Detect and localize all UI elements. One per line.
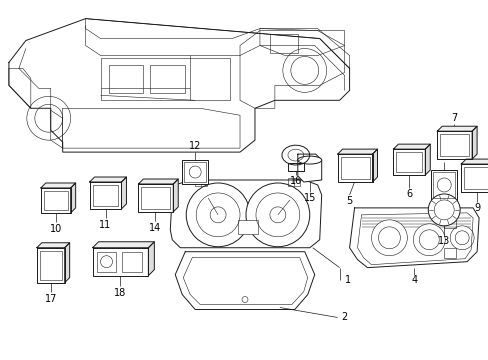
Bar	[101, 58, 229, 100]
Polygon shape	[393, 144, 429, 149]
Bar	[432, 172, 454, 198]
Bar	[44, 191, 67, 210]
Polygon shape	[393, 149, 425, 175]
Polygon shape	[337, 154, 372, 182]
Text: 6: 6	[406, 189, 411, 199]
Circle shape	[371, 220, 407, 256]
Polygon shape	[37, 243, 69, 248]
Text: 8: 8	[440, 151, 447, 161]
Circle shape	[245, 183, 309, 247]
Bar	[182, 160, 208, 184]
Text: 18: 18	[114, 288, 126, 298]
Text: 7: 7	[450, 113, 456, 123]
Polygon shape	[64, 243, 69, 283]
Polygon shape	[287, 163, 303, 171]
Circle shape	[449, 226, 473, 250]
Bar	[269, 33, 297, 54]
Text: 2: 2	[341, 312, 347, 323]
Circle shape	[427, 194, 459, 226]
Polygon shape	[41, 188, 71, 213]
Polygon shape	[121, 177, 126, 209]
Polygon shape	[138, 184, 173, 212]
Ellipse shape	[297, 156, 321, 164]
Polygon shape	[71, 183, 76, 213]
Polygon shape	[170, 180, 321, 248]
Bar	[150, 66, 185, 93]
Polygon shape	[349, 208, 478, 268]
Polygon shape	[173, 179, 178, 212]
Text: 11: 11	[99, 220, 111, 230]
Polygon shape	[460, 164, 488, 192]
Polygon shape	[175, 252, 314, 310]
Text: 13: 13	[437, 236, 449, 246]
Text: 14: 14	[149, 223, 161, 233]
Polygon shape	[337, 149, 377, 154]
Polygon shape	[37, 248, 64, 283]
Polygon shape	[89, 182, 121, 209]
Bar	[443, 218, 455, 228]
Text: 4: 4	[410, 275, 417, 285]
Bar	[96, 252, 116, 272]
Bar	[195, 178, 207, 186]
Text: 12: 12	[189, 141, 201, 151]
Polygon shape	[297, 154, 321, 182]
Polygon shape	[138, 179, 178, 184]
Text: 15: 15	[303, 193, 315, 203]
Polygon shape	[148, 242, 154, 276]
Polygon shape	[436, 131, 471, 159]
Text: 17: 17	[44, 293, 57, 303]
Text: 16: 16	[289, 176, 301, 186]
Bar	[122, 252, 142, 272]
Bar	[92, 185, 118, 206]
Bar	[340, 157, 369, 179]
Text: 1: 1	[344, 275, 350, 285]
Polygon shape	[471, 126, 476, 159]
Bar	[430, 170, 456, 200]
Polygon shape	[41, 183, 76, 188]
Polygon shape	[372, 149, 377, 182]
Bar	[287, 178, 299, 186]
Polygon shape	[92, 242, 154, 248]
Bar	[141, 187, 170, 209]
Text: 5: 5	[346, 196, 352, 206]
Bar	[463, 167, 488, 189]
Circle shape	[412, 224, 444, 256]
Polygon shape	[282, 145, 309, 165]
Polygon shape	[92, 248, 148, 276]
Bar	[184, 162, 206, 182]
Bar	[439, 134, 468, 156]
Bar	[396, 152, 422, 172]
Bar	[40, 251, 61, 280]
Polygon shape	[460, 159, 488, 164]
Polygon shape	[425, 144, 429, 175]
Polygon shape	[89, 177, 126, 182]
Text: 9: 9	[473, 203, 479, 213]
Bar	[108, 66, 143, 93]
Bar	[238, 220, 258, 234]
Polygon shape	[436, 126, 476, 131]
Polygon shape	[9, 19, 349, 152]
Bar	[443, 248, 455, 258]
Circle shape	[186, 183, 249, 247]
Text: 10: 10	[49, 224, 61, 234]
